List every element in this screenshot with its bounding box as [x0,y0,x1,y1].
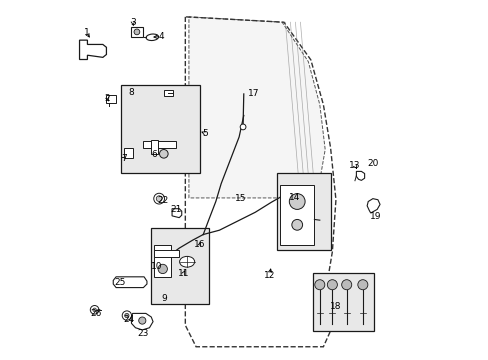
Ellipse shape [179,256,194,267]
Bar [276,173,330,250]
Circle shape [314,280,324,290]
Text: 23: 23 [138,329,149,338]
Text: 10: 10 [151,262,162,271]
Bar [121,85,199,173]
Text: 18: 18 [329,302,341,311]
Polygon shape [188,17,325,198]
Circle shape [240,124,245,130]
Text: 13: 13 [348,161,360,170]
Text: 25: 25 [114,278,125,287]
Text: 24: 24 [123,315,134,324]
Text: 12: 12 [264,270,275,279]
Circle shape [291,220,302,230]
Bar [312,273,373,330]
Text: 3: 3 [130,18,136,27]
Bar [143,141,175,148]
Circle shape [139,317,145,324]
Circle shape [156,196,162,202]
Text: 4: 4 [158,32,164,41]
Bar [154,250,178,257]
Text: 11: 11 [178,269,189,278]
Circle shape [158,264,167,274]
Text: 22: 22 [157,196,168,205]
Circle shape [153,193,164,204]
Text: 14: 14 [288,193,300,202]
Text: 16: 16 [194,240,205,249]
Circle shape [122,311,131,320]
Bar [106,95,116,103]
Bar [280,185,314,244]
Text: 5: 5 [202,129,207,138]
Circle shape [124,314,129,318]
Polygon shape [172,209,182,218]
Text: 2: 2 [104,94,110,103]
Polygon shape [131,314,153,330]
Polygon shape [113,277,147,288]
Bar [151,140,158,154]
Bar [163,90,172,96]
Circle shape [326,280,337,290]
Polygon shape [356,171,364,180]
Text: 15: 15 [235,194,246,203]
Text: 8: 8 [128,87,133,96]
Text: 1: 1 [83,28,89,37]
Circle shape [289,194,305,210]
Bar [151,228,208,304]
Text: 20: 20 [366,159,378,168]
Circle shape [357,280,367,290]
Circle shape [341,280,351,290]
Polygon shape [366,199,379,213]
Text: 26: 26 [90,309,101,318]
Text: 19: 19 [369,212,380,221]
Text: 17: 17 [248,89,260,98]
Text: 21: 21 [170,205,181,214]
Bar [154,244,171,277]
Circle shape [90,306,99,314]
Text: 7: 7 [121,154,127,163]
Circle shape [134,29,140,35]
Bar [124,148,133,158]
Bar [131,27,143,37]
Circle shape [93,308,96,312]
Ellipse shape [146,34,158,41]
Polygon shape [80,40,106,59]
Text: 6: 6 [151,150,157,159]
Circle shape [159,149,168,158]
Text: 9: 9 [161,294,167,303]
